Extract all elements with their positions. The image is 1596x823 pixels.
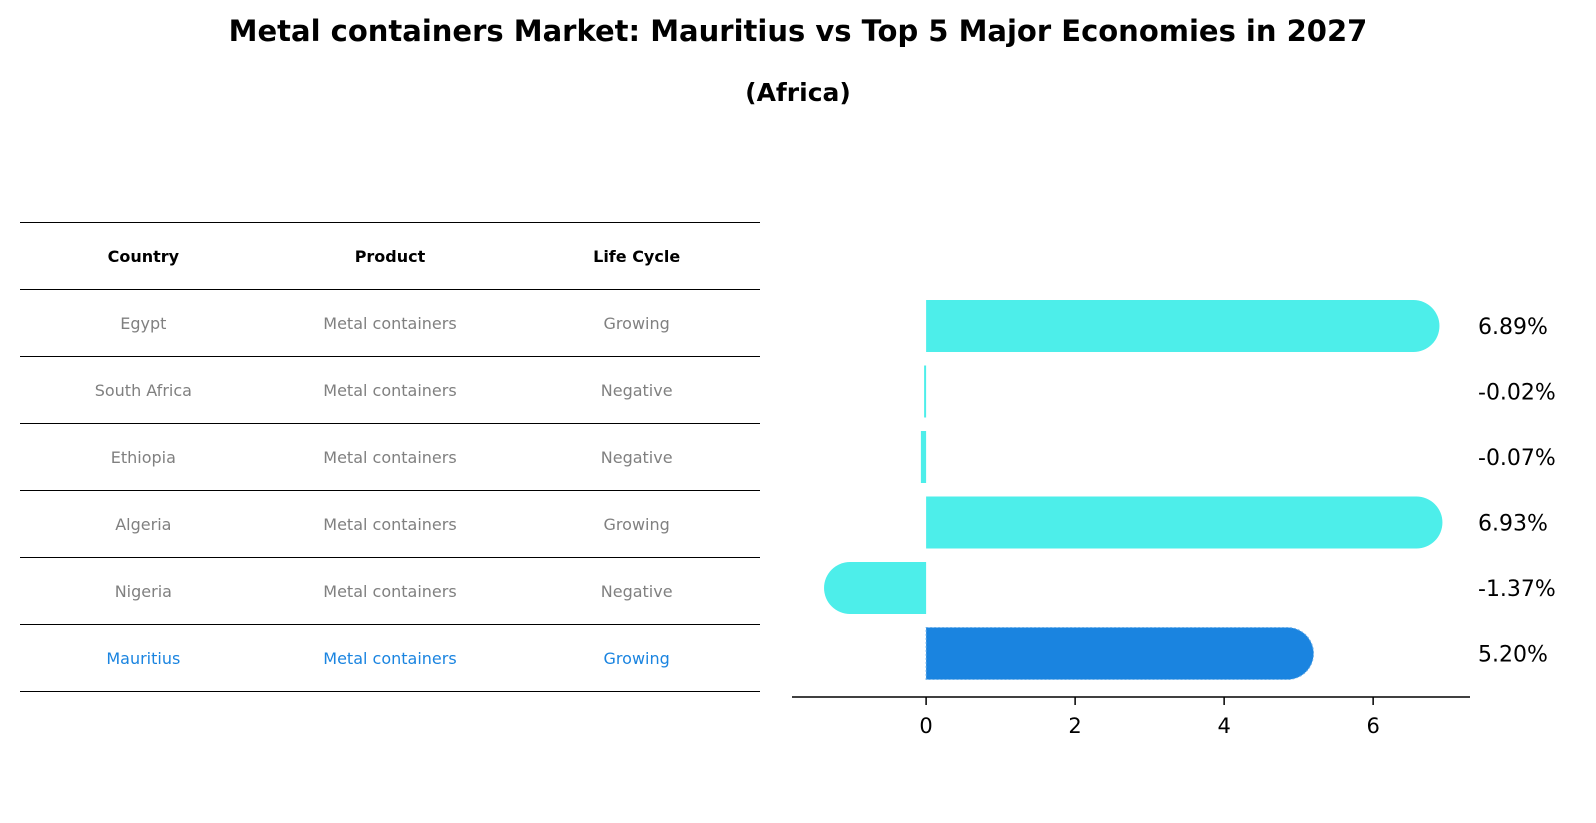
cell-country: Mauritius (20, 624, 267, 692)
country-table: Country Product Life Cycle Egypt Metal c… (20, 222, 760, 692)
cell-country: Nigeria (20, 557, 267, 625)
cell-life-cycle: Negative (513, 557, 760, 625)
x-tick-label: 2 (1068, 714, 1081, 738)
x-tick-label: 4 (1217, 714, 1230, 738)
data-label: -1.37% (1478, 577, 1556, 602)
bar-mauritius (925, 627, 1315, 680)
table-row: Nigeria Metal containers Negative (20, 557, 760, 625)
data-label: -0.07% (1478, 446, 1556, 471)
bar-south-africa (924, 365, 927, 418)
cell-product: Metal containers (266, 289, 514, 357)
cell-product: Metal containers (266, 624, 514, 692)
cell-country: South Africa (20, 356, 267, 424)
data-label: -0.02% (1478, 381, 1556, 406)
cell-country: Egypt (20, 289, 267, 357)
table-header-row: Country Product Life Cycle (20, 222, 760, 290)
cell-life-cycle: Negative (513, 356, 760, 424)
data-label: 5.20% (1478, 643, 1548, 668)
bar-ethiopia (920, 431, 927, 483)
cell-life-cycle: Growing (513, 624, 760, 692)
bar-algeria (926, 496, 1443, 549)
cell-product: Metal containers (266, 490, 514, 558)
cell-product: Metal containers (266, 423, 514, 491)
table-row: Ethiopia Metal containers Negative (20, 423, 760, 491)
cell-life-cycle: Growing (513, 490, 760, 558)
cell-life-cycle: Growing (513, 289, 760, 357)
bar-nigeria (824, 562, 927, 614)
table-row: South Africa Metal containers Negative (20, 356, 760, 424)
table-row: Algeria Metal containers Growing (20, 490, 760, 558)
cell-country: Ethiopia (20, 423, 267, 491)
header-product: Product (266, 222, 514, 290)
header-country: Country (20, 222, 267, 290)
cell-product: Metal containers (266, 557, 514, 625)
chart-subtitle: (Africa) (745, 78, 851, 107)
cell-product: Metal containers (266, 356, 514, 424)
table-row: Egypt Metal containers Growing (20, 289, 760, 357)
cell-life-cycle: Negative (513, 423, 760, 491)
bar-egypt (926, 300, 1440, 352)
table-row-highlighted: Mauritius Metal containers Growing (20, 624, 760, 692)
x-tick-label: 0 (919, 714, 932, 738)
chart-title: Metal containers Market: Mauritius vs To… (228, 14, 1368, 48)
data-label: 6.89% (1478, 315, 1548, 340)
data-label: 6.93% (1478, 512, 1548, 537)
cell-country: Algeria (20, 490, 267, 558)
x-tick-label: 6 (1366, 714, 1379, 738)
header-life-cycle: Life Cycle (513, 222, 760, 290)
